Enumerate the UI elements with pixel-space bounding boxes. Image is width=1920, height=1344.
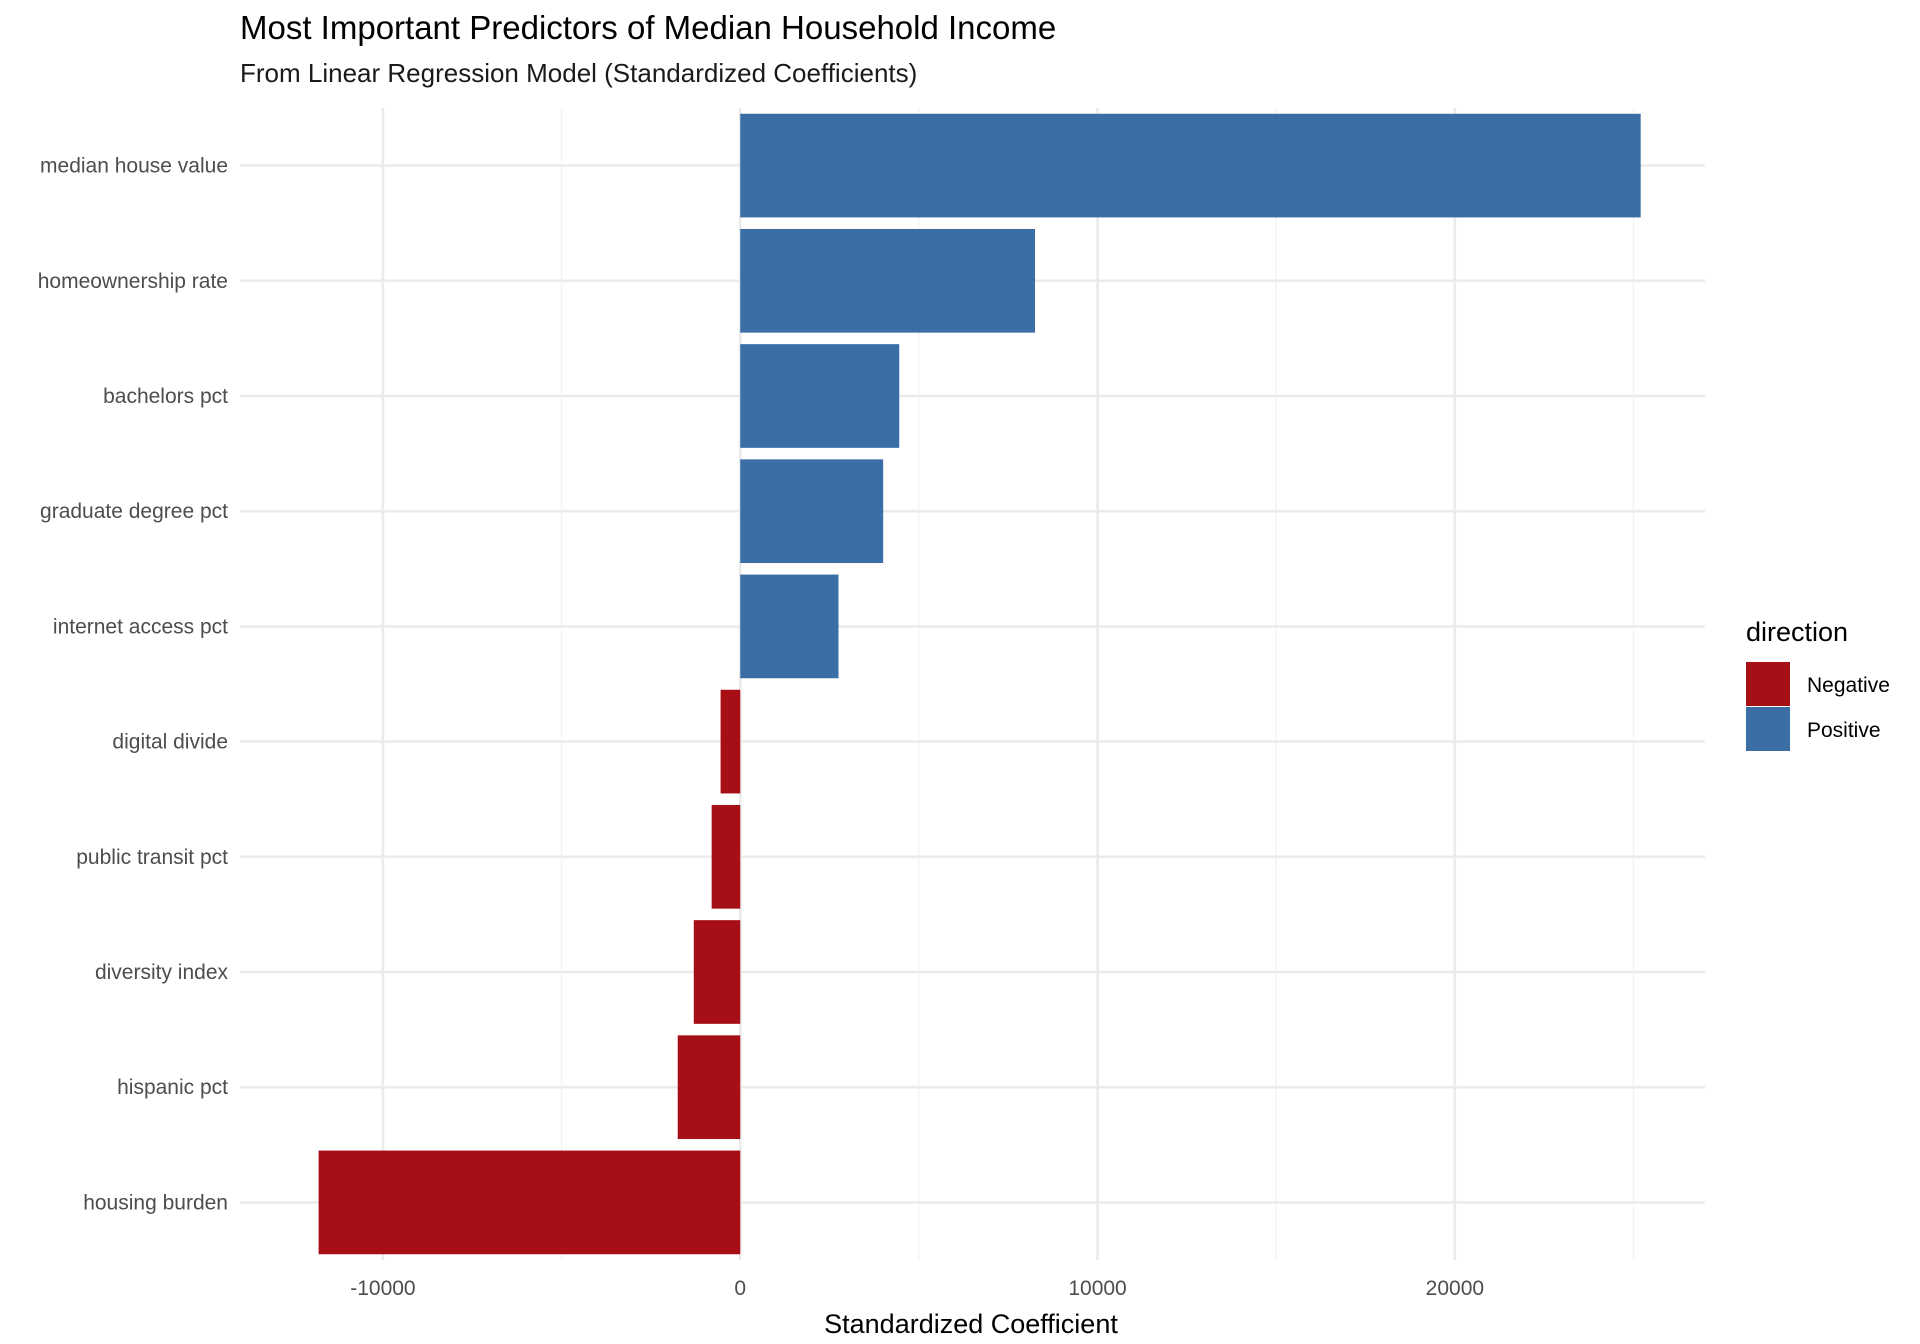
- chart-title: Most Important Predictors of Median Hous…: [240, 9, 1056, 46]
- legend: direction Negative Positive: [1746, 617, 1890, 751]
- y-tick-label: graduate degree pct: [40, 500, 228, 523]
- bar-digital-divide: [720, 689, 741, 794]
- y-tick-label: internet access pct: [53, 615, 228, 638]
- y-tick-label: bachelors pct: [103, 385, 228, 408]
- y-tick-label: homeownership rate: [38, 270, 228, 293]
- y-tick-label: hispanic pct: [117, 1076, 228, 1099]
- x-tick-label: 0: [734, 1277, 746, 1300]
- bar-graduate-degree-pct: [740, 459, 884, 564]
- y-tick-label: median house value: [40, 155, 228, 178]
- x-tick-label: 10000: [1068, 1277, 1126, 1300]
- bar-hispanic-pct: [677, 1035, 741, 1140]
- bar-internet-access-pct: [740, 574, 839, 679]
- x-tick-label: -10000: [350, 1277, 415, 1300]
- legend-label-negative: Negative: [1807, 674, 1890, 697]
- bar-diversity-index: [693, 920, 741, 1024]
- x-axis-title: Standardized Coefficient: [824, 1309, 1118, 1339]
- bar-bachelors-pct: [740, 344, 900, 448]
- bar-public-transit-pct: [711, 804, 741, 909]
- bar-housing-burden: [318, 1150, 741, 1255]
- legend-label-positive: Positive: [1807, 719, 1881, 742]
- legend-title: direction: [1746, 617, 1848, 647]
- y-axis-tick-labels: median house value homeownership rate bach…: [38, 155, 229, 1215]
- x-axis-tick-labels: -10000 0 10000 20000: [350, 1277, 1484, 1300]
- legend-swatch-positive: [1746, 707, 1790, 751]
- y-tick-label: diversity index: [95, 961, 229, 984]
- bar-homeownership-rate: [740, 228, 1036, 333]
- y-tick-label: public transit pct: [76, 846, 228, 869]
- x-tick-label: 20000: [1426, 1277, 1484, 1300]
- chart-subtitle: From Linear Regression Model (Standardiz…: [240, 58, 917, 88]
- bars: [318, 113, 1641, 1255]
- legend-swatch-negative: [1746, 662, 1790, 706]
- bar-median-house-value: [740, 113, 1641, 218]
- y-tick-label: digital divide: [112, 731, 228, 754]
- y-tick-label: housing burden: [83, 1191, 228, 1214]
